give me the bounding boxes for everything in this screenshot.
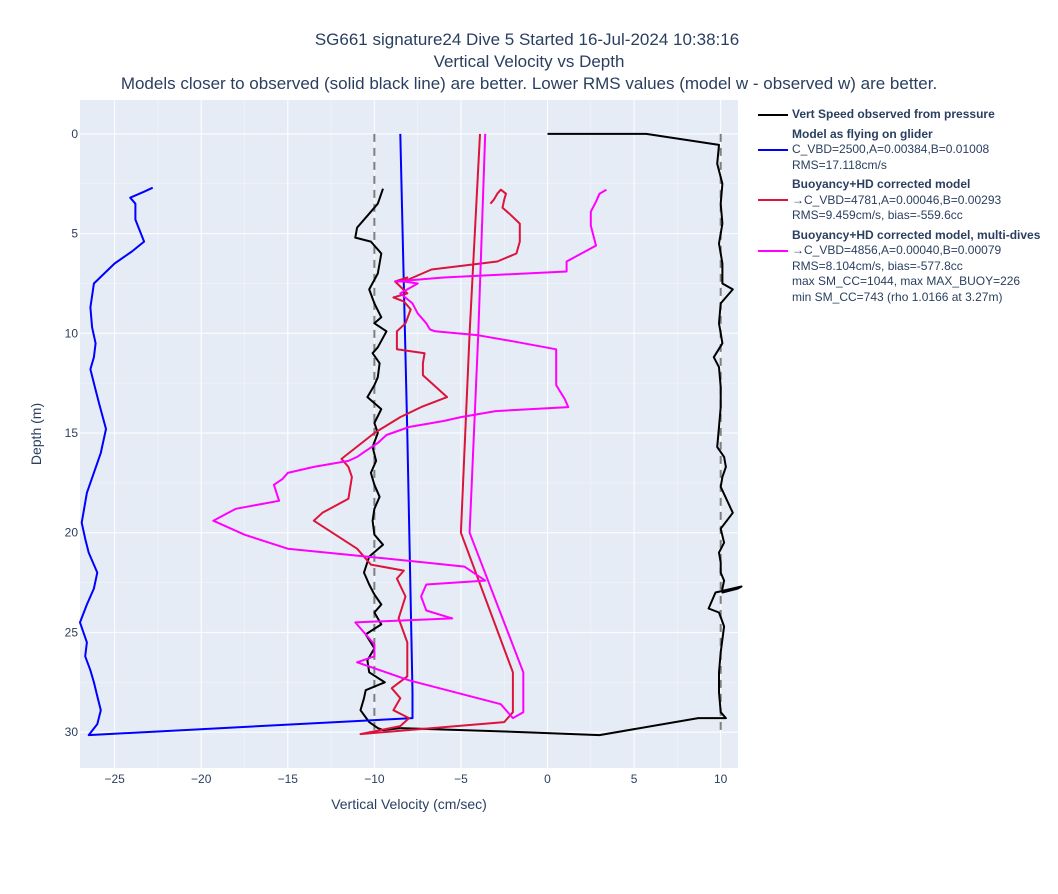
- legend-detail-line: →C_VBD=4781,A=0.00046,B=0.00293: [792, 192, 1002, 207]
- y-tick-label: 10: [65, 326, 79, 340]
- legend-series-name: Buoyancy+HD corrected model: [792, 177, 971, 191]
- series-line-0: [400, 132, 743, 737]
- legend-detail-line: →C_VBD=4856,A=0.00040,B=0.00079: [792, 243, 1002, 257]
- series-line-3: [212, 133, 607, 720]
- chart-note: Models closer to observed (solid black l…: [121, 74, 937, 93]
- legend-swatch: [758, 249, 788, 252]
- series-line-1: [79, 133, 414, 737]
- x-tick-label: −25: [104, 772, 125, 786]
- legend-series-name: Buoyancy+HD corrected model, multi-dives: [792, 227, 1041, 242]
- legend: Vert Speed observed from pressure Model a…: [756, 107, 1056, 309]
- legend-detail-line: C_VBD=2500,A=0.00384,B=0.01008: [792, 142, 990, 156]
- y-tick-label: 5: [71, 227, 78, 241]
- series-layer: [79, 132, 743, 737]
- legend-item-2[interactable]: Buoyancy+HD corrected model →C_VBD=4781,A…: [756, 177, 1056, 224]
- x-axis-ticks: −25 −20 −15 −10 −5 0 5 10: [104, 772, 727, 786]
- legend-series-name: Model as flying on glider: [792, 126, 933, 141]
- x-tick-label: −20: [191, 772, 212, 786]
- x-tick-label: 10: [714, 772, 728, 786]
- y-tick-label: 0: [71, 127, 78, 141]
- y-tick-label: 30: [65, 725, 79, 739]
- legend-item-1[interactable]: Model as flying on glider C_VBD=2500,A=0.…: [756, 127, 1056, 174]
- legend-detail-line: RMS=9.459cm/s, bias=-559.6cc: [792, 208, 963, 222]
- x-tick-label: −10: [364, 772, 385, 786]
- series-line-2: [312, 133, 521, 736]
- chart-subtitle: Vertical Velocity vs Depth: [434, 52, 625, 71]
- legend-detail-line: RMS=17.118cm/s: [792, 157, 887, 172]
- x-axis-label: Vertical Velocity (cm/sec): [331, 796, 487, 812]
- series-line-0: [354, 188, 401, 732]
- legend-item-3[interactable]: Buoyancy+HD corrected model, multi-dives…: [756, 228, 1056, 306]
- y-axis-ticks: 0 5 10 15 20 25 30: [65, 127, 79, 739]
- x-tick-label: −5: [454, 772, 468, 786]
- plot-area: [80, 100, 738, 768]
- legend-detail-line: min SM_CC=743 (rho 1.0166 at 3.27m): [792, 289, 1003, 304]
- legend-swatch: [758, 199, 788, 201]
- x-tick-label: 5: [631, 772, 638, 786]
- legend-detail-line: RMS=8.104cm/s, bias=-577.8cc: [792, 258, 963, 273]
- legend-swatch: [758, 148, 788, 151]
- chart-title: SG661 signature24 Dive 5 Started 16-Jul-…: [315, 30, 739, 49]
- x-tick-label: −15: [278, 772, 299, 786]
- legend-item-0[interactable]: Vert Speed observed from pressure: [756, 107, 1056, 123]
- y-axis-label: Depth (m): [28, 403, 44, 465]
- legend-swatch: [758, 114, 788, 116]
- legend-detail-line: max SM_CC=1044, max MAX_BUOY=226: [792, 274, 1021, 288]
- y-tick-label: 20: [65, 526, 79, 540]
- legend-series-name: Vert Speed observed from pressure: [792, 107, 995, 121]
- x-tick-label: 0: [544, 772, 551, 786]
- y-tick-label: 25: [65, 625, 79, 639]
- y-tick-label: 15: [65, 426, 79, 440]
